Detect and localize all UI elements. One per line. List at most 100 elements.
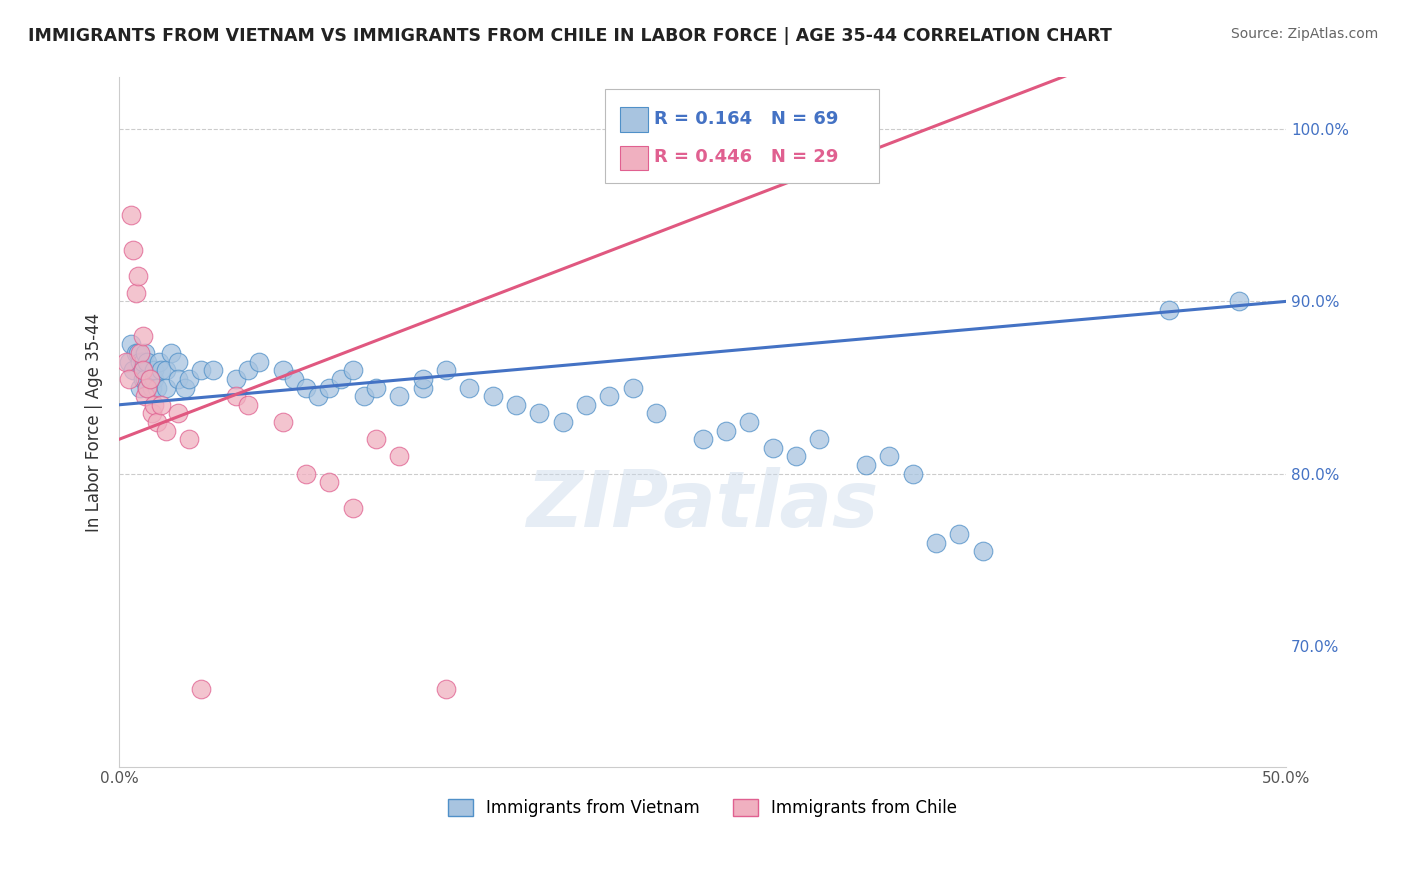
Point [143,372,166,386]
Point [529,406,551,420]
Point [434,363,457,377]
Point [148,354,170,368]
Point [150,398,173,412]
Point [621,380,644,394]
Point [136,354,159,368]
Point [141,406,163,420]
Point [388,450,411,464]
Point [925,535,948,549]
Point [136,380,159,394]
Point [150,363,173,377]
Point [714,424,737,438]
Point [190,363,212,377]
Point [762,441,785,455]
Point [134,346,156,360]
Point [388,389,411,403]
Point [247,354,270,368]
Point [342,363,364,377]
Point [972,544,994,558]
Point [131,372,153,386]
Point [201,363,224,377]
Point [412,372,434,386]
Point [236,363,259,377]
Text: Source: ZipAtlas.com: Source: ZipAtlas.com [1230,27,1378,41]
Point [808,432,831,446]
Point [122,243,145,257]
Point [166,372,188,386]
Point [141,380,163,394]
Point [412,380,434,394]
Point [295,467,318,481]
Point [329,372,352,386]
Point [353,389,375,403]
Point [551,415,574,429]
Point [505,398,527,412]
Point [318,380,340,394]
Point [138,372,160,386]
Point [318,475,340,490]
Point [225,389,247,403]
Point [145,380,167,394]
Point [159,346,181,360]
Point [295,380,318,394]
Point [271,363,294,377]
Legend: Immigrants from Vietnam, Immigrants from Chile: Immigrants from Vietnam, Immigrants from… [441,792,965,823]
Point [155,424,177,438]
Point [948,527,970,541]
Point [738,415,761,429]
Point [236,398,259,412]
Point [131,363,153,377]
Point [129,354,152,368]
Point [307,389,329,403]
Point [225,372,247,386]
Text: R = 0.446   N = 29: R = 0.446 N = 29 [654,148,838,166]
Y-axis label: In Labor Force | Age 35-44: In Labor Force | Age 35-44 [86,312,103,532]
Point [855,458,877,472]
Point [173,380,195,394]
Point [136,380,159,394]
Point [129,346,152,360]
Point [117,372,139,386]
Point [598,389,620,403]
Point [143,363,166,377]
Point [115,354,138,368]
Point [134,372,156,386]
Point [138,372,160,386]
Point [179,372,201,386]
Point [1159,303,1181,318]
Point [134,389,156,403]
Point [190,681,212,696]
Point [283,372,305,386]
Point [155,380,177,394]
Text: ZIPatlas: ZIPatlas [526,467,879,542]
Point [877,450,900,464]
Point [364,432,387,446]
Point [1227,294,1250,309]
Point [143,398,166,412]
Point [145,415,167,429]
Point [458,380,481,394]
Point [124,285,146,300]
Point [120,337,142,351]
Point [342,501,364,516]
Point [166,406,188,420]
Point [575,398,598,412]
Point [692,432,714,446]
Text: IMMIGRANTS FROM VIETNAM VS IMMIGRANTS FROM CHILE IN LABOR FORCE | AGE 35-44 CORR: IMMIGRANTS FROM VIETNAM VS IMMIGRANTS FR… [28,27,1112,45]
Point [117,354,139,368]
Point [271,415,294,429]
Point [364,380,387,394]
Point [127,346,149,360]
Point [122,363,145,377]
Point [124,346,146,360]
Point [785,450,807,464]
Point [434,681,457,696]
Point [901,467,924,481]
Point [645,406,668,420]
Point [481,389,503,403]
Point [127,268,149,283]
Point [166,354,188,368]
Point [179,432,201,446]
Point [129,380,152,394]
Point [131,354,153,368]
